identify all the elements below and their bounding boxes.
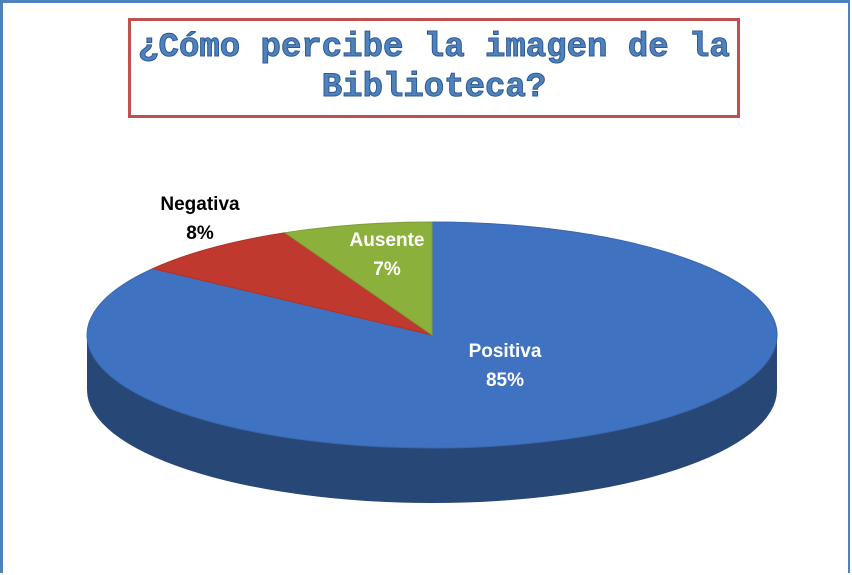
- pie-slice: [151, 232, 433, 336]
- slice-label: Positiva: [469, 341, 542, 362]
- slice-value-label: 8%: [186, 223, 214, 244]
- slice-value-label: 85%: [486, 370, 524, 391]
- slice-label: Negativa: [160, 194, 240, 215]
- chart-title: ¿Cómo percibe la imagen de la Biblioteca…: [138, 29, 731, 108]
- slice-value-label: 7%: [373, 259, 401, 280]
- pie-slice: [86, 221, 778, 449]
- pie-slice: [283, 221, 433, 336]
- title-box: ¿Cómo percibe la imagen de la Biblioteca…: [128, 18, 740, 118]
- pie-side: [87, 335, 777, 503]
- slice-label: Ausente: [350, 230, 425, 251]
